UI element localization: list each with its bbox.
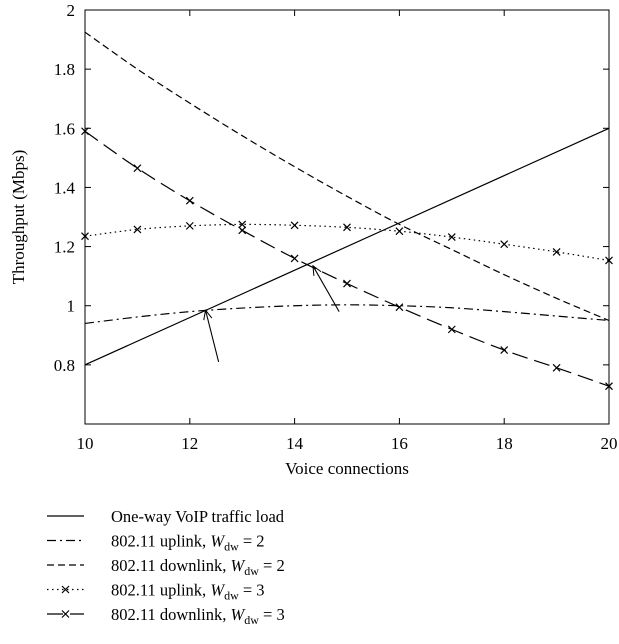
data-point (500, 346, 509, 354)
legend-label: 802.11 downlink, Wdw = 2 (111, 556, 285, 578)
y-tick-label: 1.4 (54, 178, 76, 197)
series-line (84, 304, 610, 325)
x-tick-label: 20 (601, 434, 618, 453)
legend-item: 802.11 uplink, Wdw = 3 (47, 581, 265, 603)
x-axis-label: Voice connections (285, 459, 409, 478)
legend-value: = 2 (259, 556, 285, 575)
legend-label: One-way VoIP traffic load (111, 507, 285, 526)
data-point (290, 221, 299, 230)
data-point (500, 240, 509, 249)
data-point (133, 164, 142, 173)
data-point (552, 247, 561, 256)
y-tick-label: 2 (67, 1, 76, 20)
legend-marker (61, 585, 70, 594)
legend-label-text: One-way VoIP traffic load (111, 507, 285, 526)
series-line (84, 130, 610, 387)
data-point (238, 226, 247, 235)
data-point (185, 221, 194, 230)
y-tick-label: 1.6 (54, 119, 75, 138)
legend-item: 802.11 downlink, Wdw = 2 (47, 556, 285, 578)
series-3 (84, 31, 610, 322)
legend-label-text: 802.11 uplink, (111, 581, 210, 600)
plot-frame (84, 9, 610, 425)
data-point (343, 279, 351, 288)
legend-marker (61, 610, 70, 618)
y-tick-label: 0.8 (54, 356, 75, 375)
legend-item: 802.11 downlink, Wdw = 3 (47, 605, 285, 627)
annotation-arrows (206, 266, 340, 363)
series-line (84, 31, 610, 322)
legend-subscript: dw (224, 540, 239, 554)
data-point (238, 220, 247, 229)
legend-label: 802.11 uplink, Wdw = 3 (111, 581, 265, 603)
axis-ticks: 10 12 14 16 18 20 0.8 1 1.2 1.4 1.6 1.8 2 (54, 1, 618, 453)
legend-symbol: W (230, 605, 245, 624)
legend: One-way VoIP traffic load 802.11 uplink, … (47, 507, 285, 627)
data-point (343, 223, 351, 232)
y-tick-label: 1.8 (54, 60, 75, 79)
series-line (84, 127, 610, 366)
legend-label-text: 802.11 downlink, (111, 605, 230, 624)
legend-subscript: dw (224, 589, 239, 603)
annotation-arrow (313, 266, 340, 312)
legend-value: = 3 (239, 581, 265, 600)
x-tick-label: 18 (496, 434, 513, 453)
series-line (84, 223, 610, 262)
x-tick-label: 12 (181, 434, 198, 453)
data-point (395, 227, 404, 236)
series-1 (84, 127, 610, 366)
y-axis-label: Throughput (Mbps) (9, 150, 28, 285)
data-point (447, 233, 456, 242)
data-point (133, 225, 142, 234)
y-tick-label: 1.2 (54, 238, 75, 257)
series-5 (81, 127, 613, 391)
plot-series (81, 31, 613, 391)
legend-symbol: W (210, 532, 225, 551)
legend-label-text: 802.11 uplink, (111, 532, 210, 551)
data-point (185, 196, 194, 205)
legend-label: 802.11 uplink, Wdw = 2 (111, 532, 265, 554)
data-point (290, 254, 299, 263)
legend-value: = 3 (259, 605, 285, 624)
legend-item: One-way VoIP traffic load (47, 507, 285, 526)
legend-symbol: W (230, 556, 245, 575)
series-2 (84, 304, 610, 325)
y-tick-label: 1 (67, 297, 76, 316)
legend-value: = 2 (239, 532, 265, 551)
legend-item: 802.11 uplink, Wdw = 2 (47, 532, 265, 554)
data-point (552, 363, 561, 372)
legend-label-text: 802.11 downlink, (111, 556, 230, 575)
legend-symbol: W (210, 581, 225, 600)
legend-subscript: dw (244, 613, 259, 627)
data-point (395, 303, 404, 312)
x-tick-label: 14 (286, 434, 304, 453)
legend-label: 802.11 downlink, Wdw = 3 (111, 605, 285, 627)
annotation-arrow (206, 310, 220, 363)
x-tick-label: 10 (77, 434, 94, 453)
x-tick-label: 16 (391, 434, 408, 453)
series-4 (81, 220, 613, 265)
data-point (447, 325, 456, 334)
legend-subscript: dw (244, 564, 259, 578)
